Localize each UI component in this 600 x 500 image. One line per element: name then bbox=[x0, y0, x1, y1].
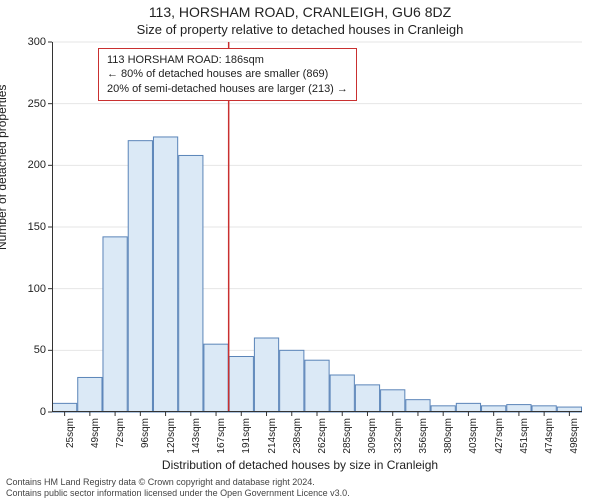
y-tick-label: 300 bbox=[16, 36, 46, 48]
marker-annotation-box: 113 HORSHAM ROAD: 186sqm← 80% of detache… bbox=[98, 48, 357, 101]
plot-area: 050100150200250300 25sqm49sqm72sqm96sqm1… bbox=[52, 42, 582, 412]
footer-line-1: Contains HM Land Registry data © Crown c… bbox=[6, 477, 600, 487]
y-tick-label: 0 bbox=[16, 406, 46, 418]
chart-footer: Contains HM Land Registry data © Crown c… bbox=[0, 477, 600, 498]
property-size-chart: 113, HORSHAM ROAD, CRANLEIGH, GU6 8DZ Si… bbox=[0, 0, 600, 500]
footer-line-2: Contains public sector information licen… bbox=[6, 488, 600, 498]
y-tick-label: 250 bbox=[16, 98, 46, 110]
chart-subtitle: Size of property relative to detached ho… bbox=[0, 22, 600, 37]
annotation-line: 113 HORSHAM ROAD: 186sqm bbox=[107, 53, 348, 67]
x-axis-label: Distribution of detached houses by size … bbox=[0, 458, 600, 472]
annotation-line: ← 80% of detached houses are smaller (86… bbox=[107, 67, 348, 81]
y-tick-label: 100 bbox=[16, 283, 46, 295]
y-tick-label: 50 bbox=[16, 344, 46, 356]
y-tick-label: 200 bbox=[16, 159, 46, 171]
y-tick-label: 150 bbox=[16, 221, 46, 233]
annotation-line: 20% of semi-detached houses are larger (… bbox=[107, 82, 348, 96]
chart-title: 113, HORSHAM ROAD, CRANLEIGH, GU6 8DZ bbox=[0, 4, 600, 20]
y-axis-label: Number of detached properties bbox=[0, 85, 9, 250]
